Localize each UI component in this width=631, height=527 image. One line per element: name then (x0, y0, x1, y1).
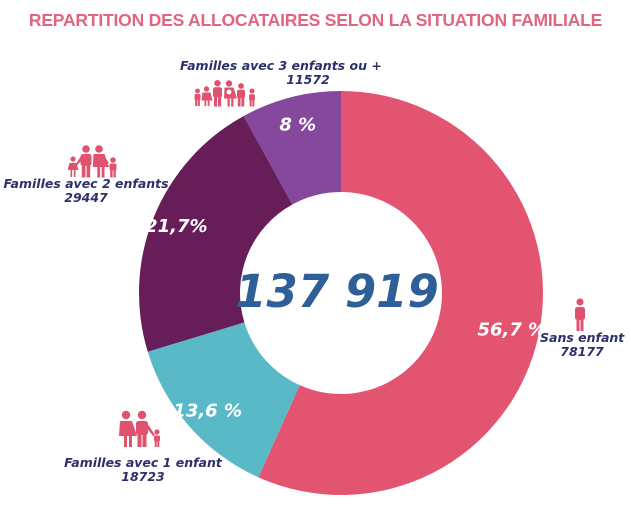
label-familles-1-enfant: Familles avec 1 enfant 18723 (48, 456, 238, 484)
family-2-children-icon (68, 145, 117, 178)
slice-familles-avec-1-enfant (147, 322, 300, 478)
percent-labels: 56,7 % 13,6 % 21,7% 8 % (145, 115, 546, 422)
label-count: 78177 (560, 344, 604, 359)
label-count: 11572 (286, 72, 330, 87)
percent-label: 13,6 % (173, 401, 242, 422)
label-name: Sans enfant (540, 330, 625, 345)
label-sans-enfant: Sans enfant 78177 (540, 331, 624, 359)
slice-familles-avec-2-enfants (139, 115, 293, 352)
label-name: Familles avec 3 enfants ou + (180, 58, 382, 73)
label-familles-2-enfants: Familles avec 2 enfants 29447 (0, 177, 172, 205)
label-name: Familles avec 1 enfant (64, 455, 222, 470)
label-count: 18723 (121, 469, 165, 484)
label-familles-3-enfants: Familles avec 3 enfants ou + 11572 (180, 58, 382, 87)
percent-label: 8 % (279, 115, 316, 136)
single-person-icon (575, 298, 585, 331)
percent-label: 21,7% (145, 216, 207, 237)
family-3-children-icon (194, 80, 255, 107)
slice-familles-avec-3-enfants-ou (243, 91, 341, 205)
donut-slices (139, 91, 543, 495)
center-total-label: 137 919 (235, 265, 439, 318)
label-count: 29447 (64, 190, 108, 205)
slice-sans-enfant (258, 91, 543, 495)
label-name: Familles avec 2 enfants (3, 176, 169, 191)
family-1-child-icon (119, 410, 160, 447)
chart-title: REPARTITION DES ALLOCATAIRES SELON LA SI… (28, 10, 603, 30)
percent-label: 56,7 % (478, 320, 547, 341)
